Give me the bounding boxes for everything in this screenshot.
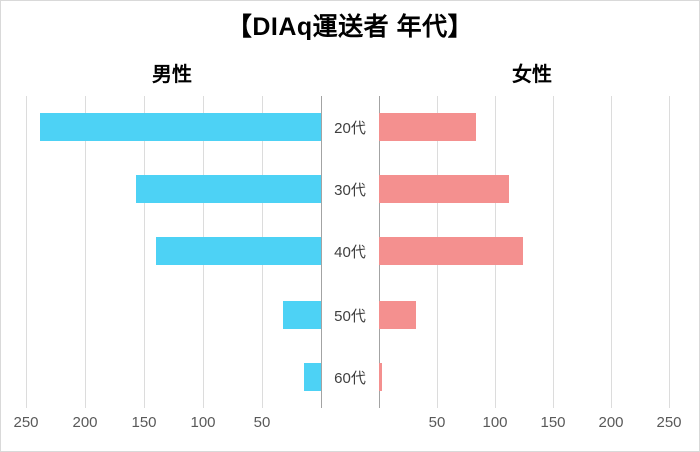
axis-tick-right-200: 200 — [598, 414, 624, 431]
bar-female-20代 — [379, 113, 477, 141]
bar-female-60代 — [379, 363, 383, 391]
category-label-20代: 20代 — [334, 120, 366, 137]
bar-female-40代 — [379, 237, 523, 265]
gridline-right-250 — [669, 96, 670, 408]
bar-male-30代 — [135, 175, 321, 203]
bar-female-50代 — [379, 301, 417, 329]
axis-tick-right-250: 250 — [656, 414, 682, 431]
female-series-label: 女性 — [512, 64, 552, 86]
axis-tick-left-100: 100 — [190, 414, 216, 431]
gridline-left-250 — [26, 96, 27, 408]
axis-tick-right-50: 50 — [428, 414, 446, 431]
category-label-40代: 40代 — [334, 244, 366, 261]
axis-tick-right-150: 150 — [540, 414, 566, 431]
axis-tick-right-100: 100 — [482, 414, 508, 431]
axis-tick-left-250: 250 — [13, 414, 39, 431]
axis-tick-left-200: 200 — [72, 414, 98, 431]
category-label-30代: 30代 — [334, 182, 366, 199]
category-label-50代: 50代 — [334, 308, 366, 325]
chart-title: 【DIAq運送者 年代】 — [226, 13, 474, 41]
gridline-left-150 — [144, 96, 145, 408]
gridline-left-200 — [85, 96, 86, 408]
bar-male-60代 — [304, 363, 321, 391]
axis-line-left — [321, 96, 322, 408]
bar-male-40代 — [155, 237, 321, 265]
axis-tick-left-50: 50 — [253, 414, 271, 431]
male-series-label: 男性 — [152, 64, 192, 86]
gridline-right-200 — [611, 96, 612, 408]
bar-female-30代 — [379, 175, 509, 203]
bar-male-20代 — [40, 113, 321, 141]
bar-male-50代 — [283, 301, 321, 329]
category-label-60代: 60代 — [334, 370, 366, 387]
axis-tick-left-150: 150 — [131, 414, 157, 431]
gridline-right-150 — [553, 96, 554, 408]
